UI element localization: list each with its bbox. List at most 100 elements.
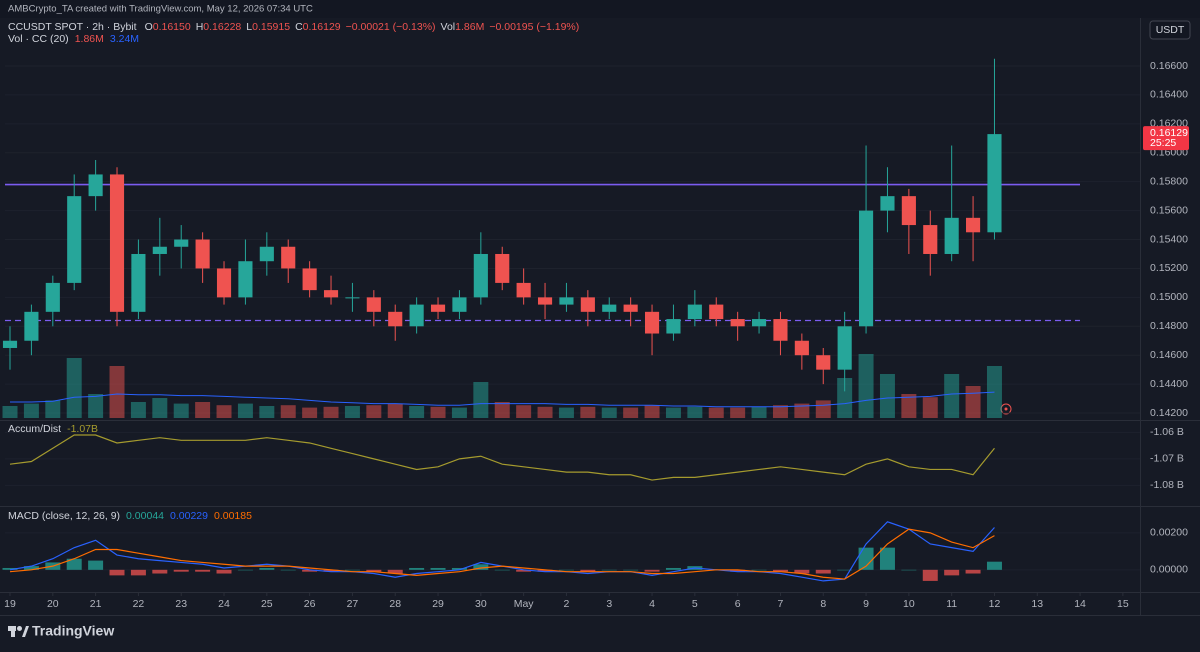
volume-bar bbox=[494, 402, 510, 418]
watermark: TradingView bbox=[32, 623, 114, 639]
x-tick-label: 14 bbox=[1074, 598, 1086, 610]
histogram-bar bbox=[237, 569, 253, 571]
volume-bar bbox=[473, 382, 489, 418]
volume-bar bbox=[237, 403, 253, 418]
histogram-bar bbox=[23, 566, 39, 570]
y-tick-label: 0.14200 bbox=[1150, 407, 1188, 419]
volume-bar bbox=[173, 403, 189, 418]
price-tag bbox=[1143, 126, 1189, 151]
y-tick-label: 0.16200 bbox=[1150, 118, 1188, 130]
volume-bar bbox=[109, 366, 125, 418]
candle-body bbox=[174, 239, 189, 247]
histogram-bar bbox=[580, 569, 596, 572]
vol-key: Vol bbox=[441, 21, 456, 33]
y-tick-label: 0.15200 bbox=[1150, 262, 1188, 274]
y-tick-label: 0.15000 bbox=[1150, 291, 1188, 303]
candle-body bbox=[751, 319, 767, 327]
histogram-bar bbox=[366, 569, 382, 572]
indicator-value: 0.00044 bbox=[126, 510, 164, 522]
volume-bar bbox=[152, 398, 168, 418]
histogram-bar bbox=[623, 569, 639, 571]
histogram-bar bbox=[409, 567, 425, 570]
candle-body bbox=[281, 246, 296, 269]
candle-body bbox=[152, 246, 167, 254]
volume-name: Vol · CC (20) bbox=[8, 33, 69, 45]
volume-bar bbox=[687, 406, 703, 418]
ohlc-key: L bbox=[246, 21, 252, 33]
volume-bar bbox=[580, 406, 596, 418]
candle-body bbox=[259, 246, 274, 262]
x-tick-label: 3 bbox=[606, 598, 612, 610]
ohlc-value: 0.16150 bbox=[153, 21, 191, 33]
x-tick-label: 6 bbox=[735, 598, 741, 610]
candle-body bbox=[430, 304, 446, 312]
symbol: CCUSDT SPOT · 2h · Bybit bbox=[8, 21, 137, 33]
candle-body bbox=[345, 297, 360, 299]
y-tick-label: 0.16600 bbox=[1150, 60, 1188, 72]
candle-body bbox=[495, 253, 510, 283]
logo bbox=[8, 626, 29, 637]
x-tick-label: 7 bbox=[778, 598, 784, 610]
volume-bar bbox=[323, 406, 339, 418]
volume-ma-last: 3.24M bbox=[110, 33, 139, 45]
price-tag-label: 0.16129 bbox=[1150, 127, 1188, 139]
indicator-value: 0.00229 bbox=[170, 510, 208, 522]
candle-body bbox=[880, 196, 895, 211]
volume-bar bbox=[965, 386, 981, 418]
candle-body bbox=[388, 311, 403, 327]
volume-bar bbox=[815, 400, 831, 418]
histogram-bar bbox=[451, 567, 467, 570]
volume-bar bbox=[837, 378, 853, 418]
x-tick-label: 20 bbox=[47, 598, 59, 610]
candle-body bbox=[516, 282, 531, 298]
volume-bar bbox=[794, 403, 810, 418]
volume-bar bbox=[45, 400, 61, 418]
currency: USDT bbox=[1156, 24, 1185, 36]
candle-body bbox=[923, 225, 938, 254]
candle-body bbox=[794, 340, 809, 356]
volume-bar bbox=[665, 407, 681, 418]
x-tick-label: 4 bbox=[649, 598, 655, 610]
candle-body bbox=[238, 261, 253, 298]
y-tick-label: 0.15800 bbox=[1150, 175, 1188, 187]
x-tick-label: 10 bbox=[903, 598, 915, 610]
histogram-bar bbox=[794, 569, 810, 574]
candle-body bbox=[580, 297, 595, 312]
histogram-bar bbox=[879, 547, 895, 570]
volume-bar bbox=[751, 406, 767, 418]
volume-bar bbox=[730, 407, 746, 418]
x-tick-label: 13 bbox=[1031, 598, 1043, 610]
volume-bar bbox=[922, 397, 938, 418]
histogram-bar bbox=[387, 569, 403, 574]
x-tick-label: 23 bbox=[175, 598, 187, 610]
candle-body bbox=[195, 239, 210, 269]
y-tick-label: 0.14800 bbox=[1150, 320, 1188, 332]
series-name: Accum/Dist bbox=[8, 423, 61, 435]
candle-body bbox=[987, 134, 1002, 233]
change: −0.00021 (−0.13%) bbox=[346, 21, 436, 33]
candle-body bbox=[773, 319, 788, 341]
histogram-bar bbox=[986, 561, 1002, 570]
candle-body bbox=[966, 217, 981, 233]
candle-body bbox=[109, 174, 125, 312]
volume-ma bbox=[10, 391, 995, 408]
volume-bar bbox=[451, 407, 467, 418]
volume-bar bbox=[858, 354, 874, 418]
histogram-bar bbox=[537, 569, 553, 572]
volume-bar bbox=[430, 406, 446, 418]
x-tick-label: 28 bbox=[389, 598, 401, 610]
indicator-title: MACD (close, 12, 26, 9) bbox=[8, 510, 120, 522]
volume-bar bbox=[944, 374, 960, 418]
volume-bar bbox=[344, 406, 360, 418]
histogram-bar bbox=[944, 569, 960, 576]
x-tick-label: 30 bbox=[475, 598, 487, 610]
x-tick-label: May bbox=[514, 598, 535, 610]
candle-body bbox=[67, 196, 82, 283]
x-tick-label: 24 bbox=[218, 598, 230, 610]
candle-body bbox=[409, 304, 424, 327]
volume-bar bbox=[879, 374, 895, 418]
x-tick-label: 22 bbox=[133, 598, 145, 610]
y-tick-label: 0.15600 bbox=[1150, 204, 1188, 216]
candle-body bbox=[45, 282, 60, 312]
legend: CCUSDT SPOT · 2h · Bybit O0.16150 H0.16228… bbox=[8, 21, 579, 33]
